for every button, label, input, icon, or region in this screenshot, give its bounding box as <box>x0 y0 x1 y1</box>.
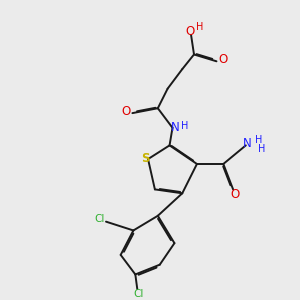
Text: N: N <box>243 137 252 150</box>
Text: H: H <box>258 144 266 154</box>
Text: O: O <box>230 188 240 201</box>
Text: H: H <box>255 135 263 145</box>
Text: O: O <box>121 105 130 118</box>
Text: H: H <box>196 22 203 32</box>
Text: N: N <box>170 121 179 134</box>
Text: O: O <box>218 53 228 66</box>
Text: Cl: Cl <box>94 214 105 224</box>
Text: O: O <box>185 25 194 38</box>
Text: Cl: Cl <box>133 290 143 299</box>
Text: H: H <box>181 121 188 131</box>
Text: S: S <box>141 152 150 165</box>
